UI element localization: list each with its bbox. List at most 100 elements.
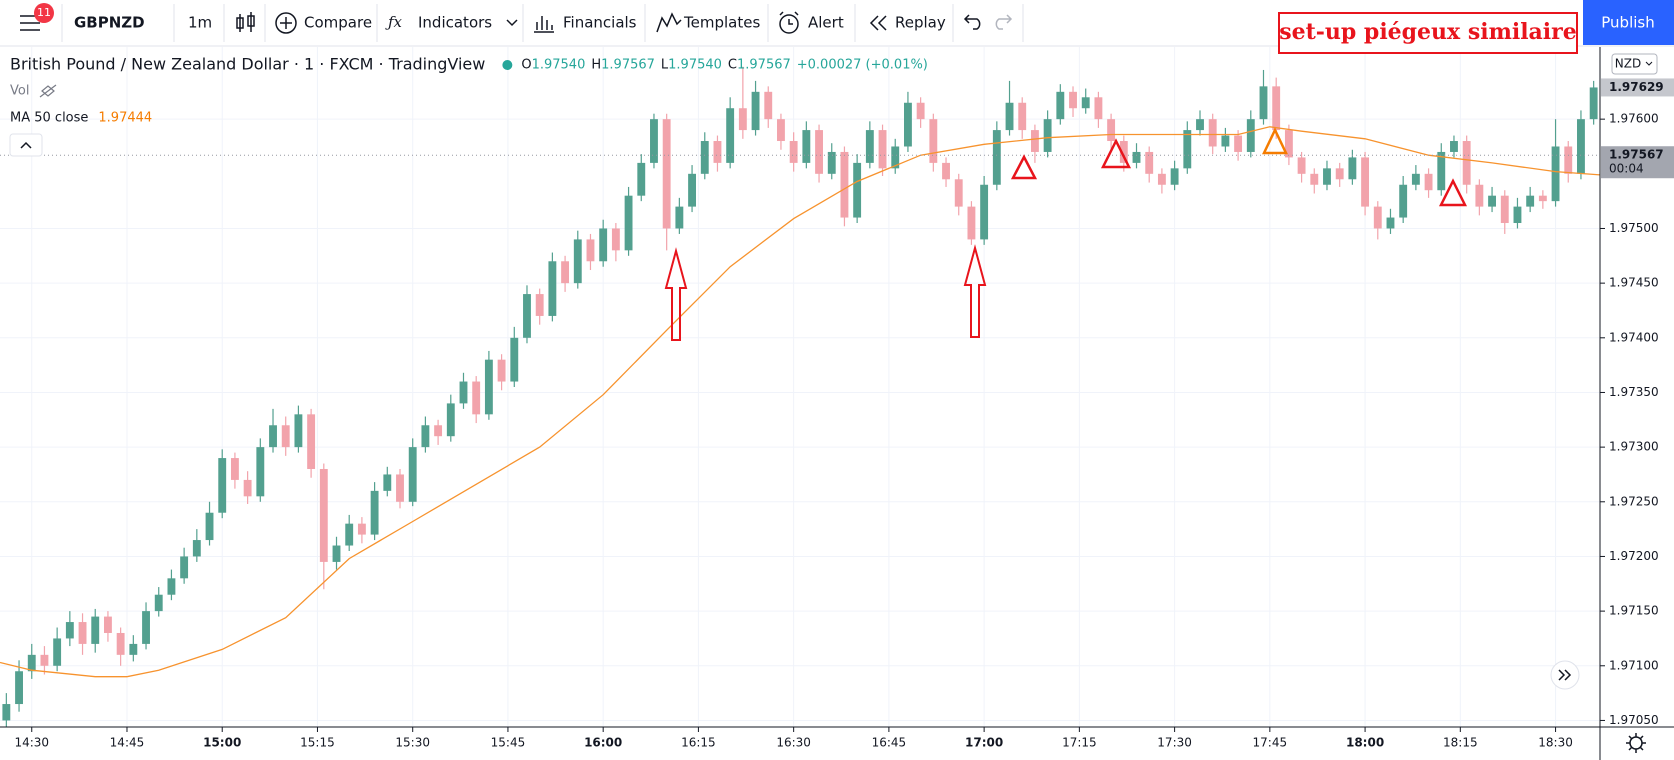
candle-body — [142, 611, 150, 644]
candle-body — [726, 108, 735, 163]
candle-body — [1069, 91, 1077, 109]
triangle-annotation — [1010, 154, 1038, 180]
candle-body — [1348, 157, 1357, 180]
candle-body — [1335, 168, 1344, 180]
candle-body — [243, 479, 252, 497]
ohlc-value: 1.97567 — [601, 58, 655, 73]
undo-icon[interactable] — [963, 14, 981, 30]
symbol[interactable]: GBPNZD — [74, 14, 145, 32]
candle-body — [789, 141, 798, 163]
candle-body — [904, 102, 912, 147]
x-tick-label: 15:30 — [395, 736, 430, 750]
legend-ma: MA 50 close — [10, 111, 88, 126]
candle-body — [611, 228, 620, 251]
candle-body — [586, 239, 595, 262]
candle-body — [1056, 91, 1065, 120]
x-tick-label: 18:15 — [1443, 736, 1478, 750]
redo-icon[interactable] — [995, 14, 1013, 30]
candle-body — [510, 337, 519, 382]
menu-button[interactable]: 11 — [20, 3, 54, 31]
axes: 1.97050 1.97100 1.97150 1.97200 1.97250 1.973… — [14, 78, 1674, 750]
candle-body — [269, 425, 277, 448]
replay-icon — [869, 15, 887, 31]
toolbar-button[interactable]: Compare — [304, 14, 372, 32]
candle-body — [802, 130, 811, 163]
candle-body — [942, 162, 950, 180]
scroll-icon — [1558, 669, 1572, 681]
candle-body — [827, 151, 836, 174]
candle-body — [1323, 168, 1331, 185]
currency-button[interactable] — [1611, 53, 1658, 75]
candle-body — [891, 146, 900, 169]
dropdown-icon[interactable] — [506, 19, 518, 27]
candle-body — [1475, 184, 1484, 207]
candle-body — [954, 179, 963, 207]
badge — [34, 3, 54, 23]
candle-body — [1132, 151, 1141, 163]
chart-style-button[interactable] — [236, 12, 255, 32]
badge-count: 11 — [37, 6, 51, 19]
candle-body — [650, 119, 658, 163]
currency-dropdown — [1645, 61, 1653, 66]
candle-body — [1513, 206, 1522, 224]
candle-body — [1284, 130, 1293, 158]
countdown: 00:04 — [1609, 162, 1644, 176]
candle-body — [1081, 97, 1090, 109]
candle-body — [980, 184, 989, 240]
candle-body — [1399, 184, 1408, 218]
candle-body — [484, 359, 493, 415]
candle-body — [1030, 130, 1039, 152]
x-tick-label: 18:00 — [1346, 736, 1384, 750]
ohlc-key: L — [661, 58, 669, 73]
settings-button[interactable] — [1626, 733, 1646, 753]
y-tick-label: 1.97300 — [1609, 440, 1659, 454]
candle-body — [15, 671, 23, 705]
candle-body — [713, 141, 722, 163]
y-tick-label: 1.97400 — [1609, 330, 1659, 344]
candle-body — [459, 381, 468, 404]
y-tick-label: 1.97450 — [1609, 276, 1659, 290]
publish-label: Publish — [1601, 14, 1654, 32]
candle-body — [1526, 195, 1535, 207]
candle-body — [230, 458, 239, 480]
ohlc-value: 1.97567 — [737, 58, 791, 73]
candle-body — [2, 704, 11, 721]
candle-body — [688, 173, 696, 207]
ma-line — [0, 126, 1600, 678]
candle-body — [91, 616, 100, 644]
publish-button[interactable] — [1583, 0, 1674, 45]
candle-body — [1488, 195, 1496, 207]
x-tick-label: 16:30 — [776, 736, 811, 750]
candle-body — [916, 102, 925, 120]
alert-icon — [779, 11, 799, 34]
toolbar-button[interactable]: Alert — [808, 14, 844, 32]
hidden-icon[interactable] — [39, 84, 57, 98]
candle-body — [853, 162, 862, 218]
x-tick-label: 17:00 — [965, 736, 1003, 750]
candle-body — [1018, 102, 1027, 131]
candle-body — [154, 594, 163, 612]
toolbar-button[interactable]: Templates — [683, 14, 760, 32]
candle-body — [751, 91, 760, 131]
compare-icon — [275, 12, 297, 34]
collapse-icon — [20, 141, 32, 149]
interval[interactable]: 1m — [188, 14, 212, 32]
ohlc-change: +0.00027 (+0.01%) — [797, 58, 928, 73]
candle-body — [777, 119, 785, 142]
grid — [0, 47, 1600, 727]
x-tick-label: 16:00 — [584, 736, 622, 750]
x-tick-label: 14:30 — [14, 736, 49, 750]
indicators-icon: ƒx — [385, 13, 403, 31]
candles — [0, 66, 1600, 727]
toolbar-button[interactable]: Replay — [895, 14, 946, 32]
collapse-button[interactable] — [9, 133, 43, 157]
candle-body — [1043, 119, 1052, 152]
candle-body — [700, 141, 709, 174]
toolbar-button[interactable]: Indicators — [418, 14, 492, 32]
ohlc-key: O — [521, 58, 531, 73]
y-tick-label: 1.97150 — [1609, 604, 1659, 618]
toolbar-button[interactable]: Financials — [563, 14, 637, 32]
candle-body — [738, 108, 747, 131]
x-tick-label: 14:45 — [110, 736, 145, 750]
